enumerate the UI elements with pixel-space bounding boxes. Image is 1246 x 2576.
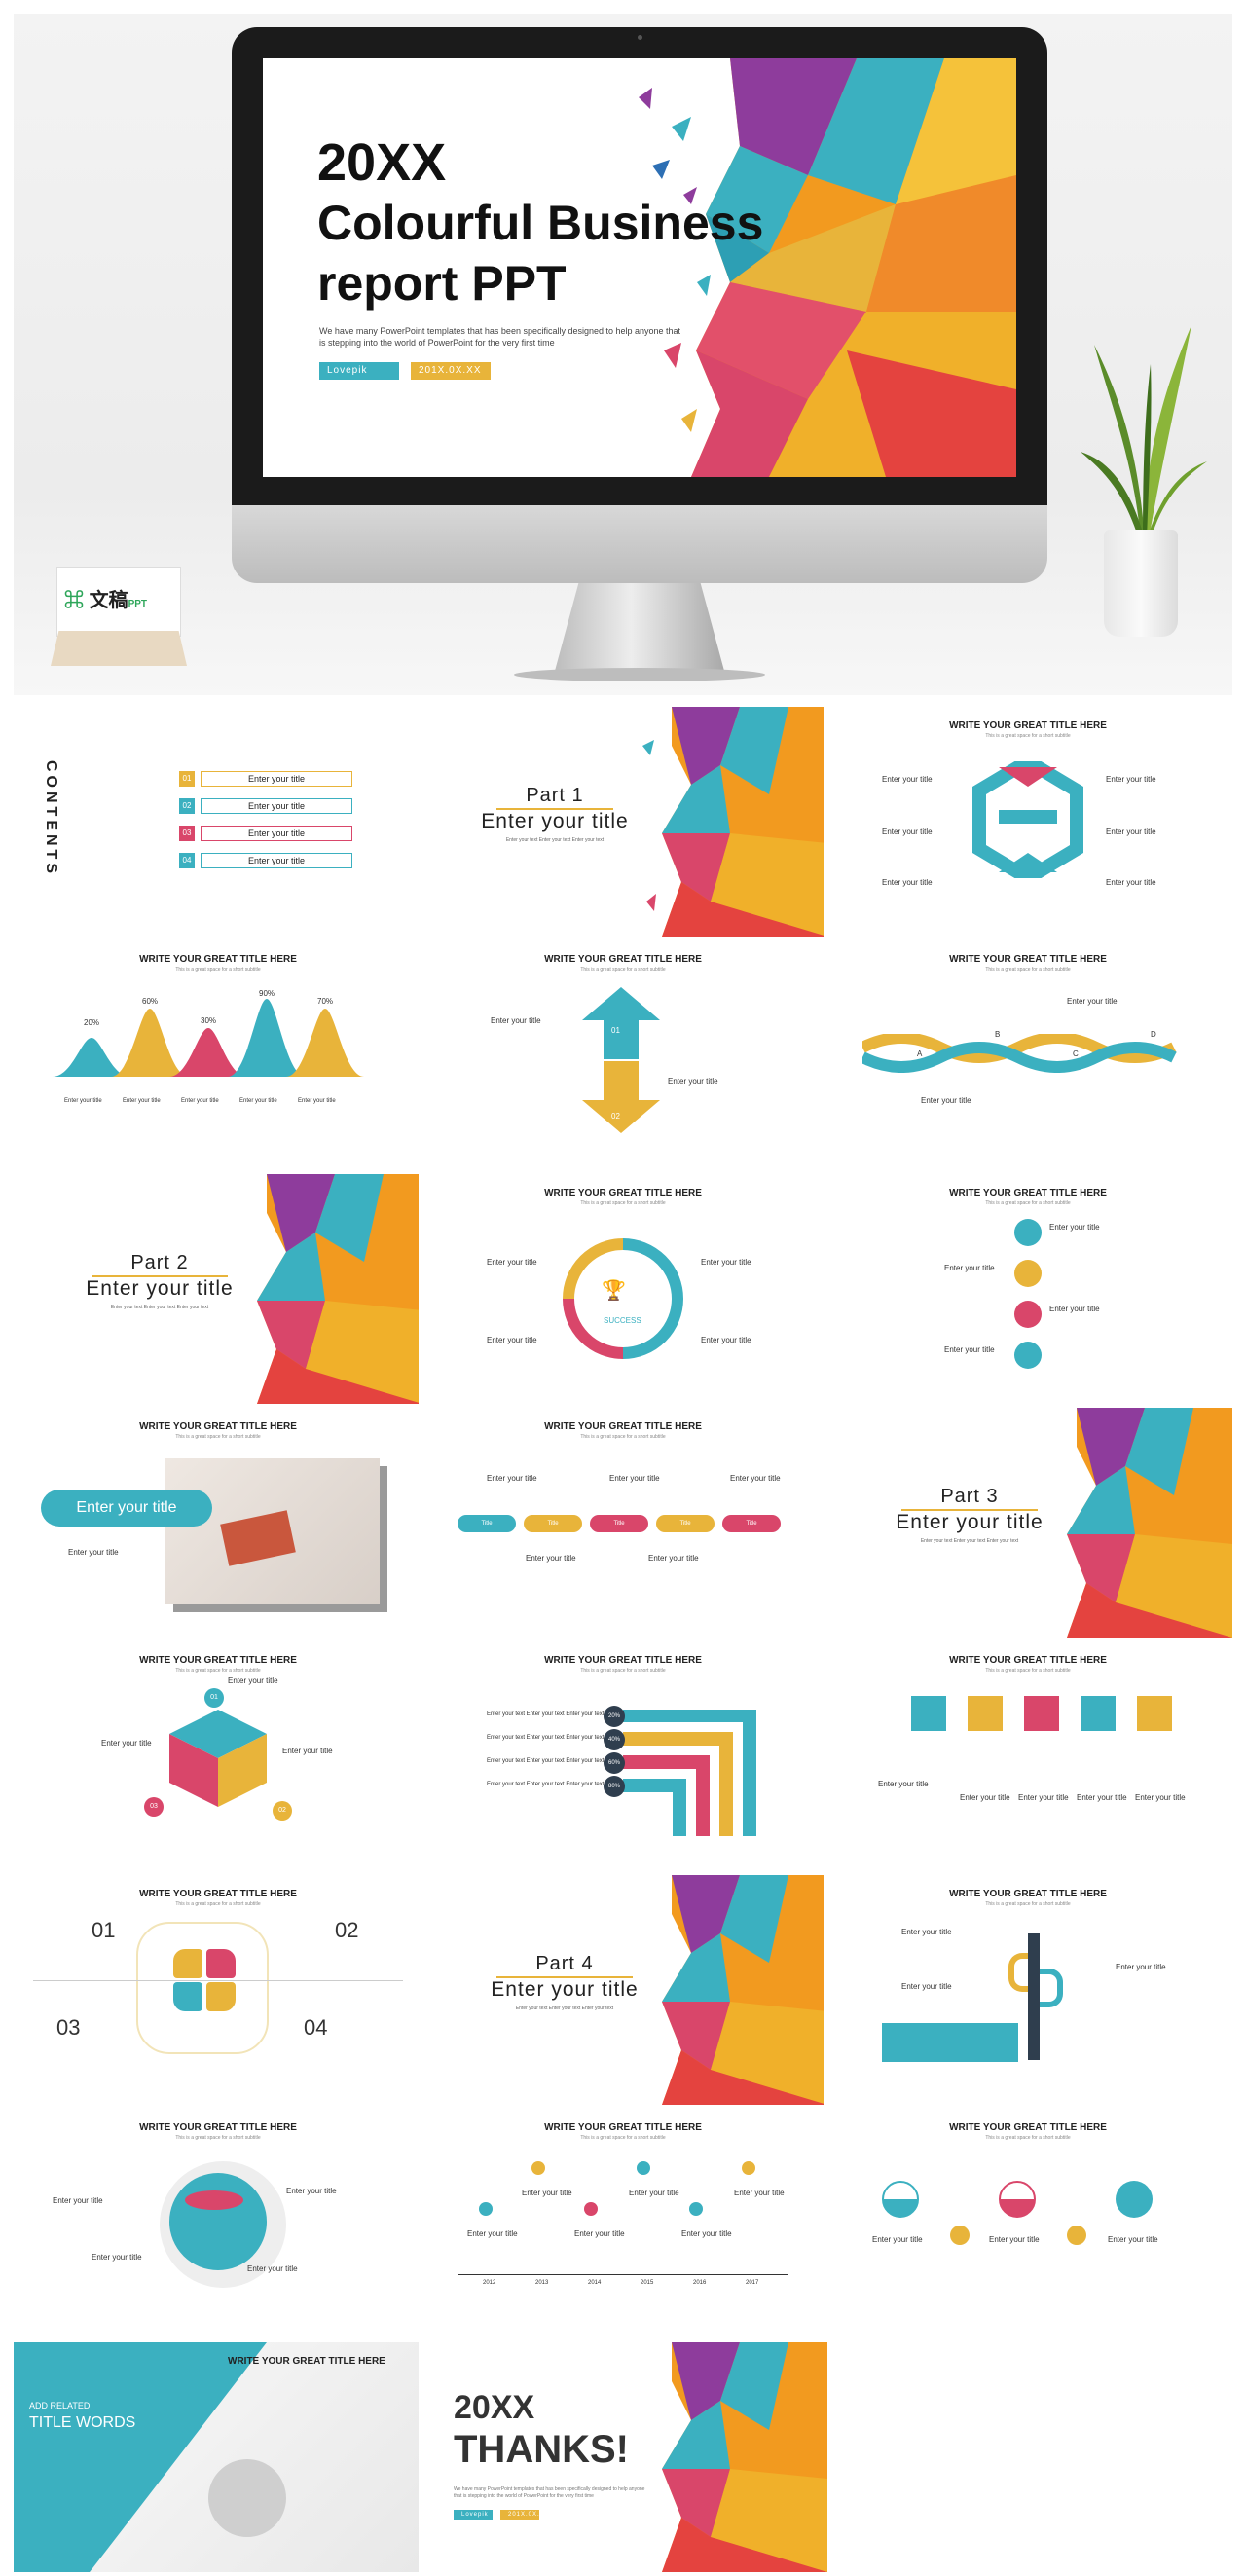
- slide-bell-chart[interactable]: WRITE YOUR GREAT TITLE HERE This is a gr…: [14, 940, 422, 1170]
- slide-circle-path[interactable]: WRITE YOUR GREAT TITLE HERE This is a gr…: [824, 2109, 1232, 2338]
- slide-photo-callout[interactable]: WRITE YOUR GREAT TITLE HERE This is a gr…: [14, 1408, 422, 1638]
- slide-wave[interactable]: WRITE YOUR GREAT TITLE HERE This is a gr…: [824, 940, 1232, 1170]
- hero-title: 20XX Colourful Business report PPT: [317, 133, 764, 311]
- slide-part-2[interactable]: Part 2 Enter your title Enter your text …: [14, 1174, 422, 1404]
- slide-globe[interactable]: WRITE YOUR GREAT TITLE HERE This is a gr…: [14, 2109, 422, 2338]
- slide-pill-timeline[interactable]: WRITE YOUR GREAT TITLE HERE This is a gr…: [419, 1408, 827, 1638]
- slide-cube[interactable]: WRITE YOUR GREAT TITLE HERE This is a gr…: [14, 1641, 422, 1871]
- contents-item: Enter your title: [201, 798, 352, 814]
- svg-text:🏆: 🏆: [602, 1278, 626, 1302]
- thanks-title: THANKS!: [454, 2428, 629, 2471]
- title-callout: Enter your title: [41, 1490, 212, 1527]
- desk-calendar: ⌘ 文稿PPT: [51, 559, 187, 672]
- camera-dot: [638, 35, 642, 40]
- part-label: Part 3: [940, 1486, 999, 1507]
- contents-item: Enter your title: [201, 826, 352, 841]
- slide-pencil[interactable]: WRITE YOUR GREAT TITLE HERE This is a gr…: [824, 1875, 1232, 2105]
- slide-stripe-arrows[interactable]: WRITE YOUR GREAT TITLE HERE This is a gr…: [419, 1641, 827, 1871]
- geometric-art: [1067, 1408, 1232, 1638]
- bell-curves: [53, 999, 364, 1077]
- plant-leaves: [1081, 325, 1207, 539]
- geometric-art: [257, 1174, 422, 1404]
- geometric-art: [662, 2342, 827, 2572]
- slide-vertical-steps[interactable]: WRITE YOUR GREAT TITLE HERE This is a gr…: [824, 1174, 1232, 1404]
- geometric-art: [642, 707, 827, 937]
- slide-part-1[interactable]: Part 1 Enter your title Enter your text …: [419, 707, 827, 937]
- slide-add-related[interactable]: WRITE YOUR GREAT TITLE HERE ADD RELATED …: [14, 2342, 422, 2572]
- stripe-arrows: [623, 1710, 756, 1836]
- part-label: Part 1: [526, 785, 584, 806]
- brand-logo: ⌘ 文稿PPT: [64, 590, 148, 611]
- leaf-icon: ⌘: [64, 590, 84, 611]
- part-title: Enter your title: [86, 1277, 234, 1300]
- cube-graphic: [169, 1710, 267, 1807]
- slide-quadrant[interactable]: WRITE YOUR GREAT TITLE HERE This is a gr…: [14, 1875, 422, 2105]
- author-tag: Lovepik: [319, 362, 399, 380]
- part-title: Enter your title: [896, 1511, 1044, 1533]
- star-diagram: [972, 761, 1083, 878]
- hero-subtitle: We have many PowerPoint templates that h…: [319, 326, 681, 348]
- slide-process-boxes[interactable]: WRITE YOUR GREAT TITLE HERE This is a gr…: [824, 1641, 1232, 1871]
- slide-star-diagram[interactable]: WRITE YOUR GREAT TITLE HERE This is a gr…: [824, 707, 1232, 937]
- globe-icon: [208, 2459, 286, 2537]
- geometric-art: [662, 1875, 827, 2105]
- monitor-stand: [555, 583, 724, 671]
- date-tag: 201X.0X.XX: [411, 362, 491, 380]
- geometric-art: [639, 58, 1016, 477]
- monitor-screen: 20XX Colourful Business report PPT We ha…: [263, 58, 1016, 477]
- part-title: Enter your title: [491, 1978, 639, 2001]
- potted-plant: [1075, 306, 1211, 676]
- slide-contents[interactable]: CONTENTS 01 Enter your title 02 Enter your…: [14, 707, 422, 937]
- slide-cycle[interactable]: WRITE YOUR GREAT TITLE HERE This is a gr…: [419, 1174, 827, 1404]
- slide-thanks[interactable]: 20XX THANKS! We have many PowerPoint tem…: [419, 2342, 827, 2572]
- part-label: Part 2: [130, 1252, 189, 1273]
- cycle-ring: 🏆: [563, 1238, 683, 1359]
- monitor-base: [514, 668, 765, 681]
- globe-icon: [169, 2173, 267, 2270]
- plant-pot: [1104, 530, 1178, 637]
- monitor-chin: [232, 505, 1047, 583]
- cycle-center-label: SUCCESS: [604, 1316, 641, 1325]
- slide-part-3[interactable]: Part 3 Enter your title Enter your text …: [824, 1408, 1232, 1638]
- slide-year-timeline[interactable]: WRITE YOUR GREAT TITLE HERE This is a gr…: [419, 2109, 827, 2338]
- part-title: Enter your title: [481, 810, 629, 832]
- slide-arrows[interactable]: WRITE YOUR GREAT TITLE HERE This is a gr…: [419, 940, 827, 1170]
- contents-item: Enter your title: [201, 771, 352, 787]
- part-label: Part 4: [535, 1953, 594, 1974]
- hero-mockup: 20XX Colourful Business report PPT We ha…: [14, 14, 1232, 695]
- updown-arrow: [582, 987, 660, 1133]
- photo-card: [165, 1458, 380, 1604]
- thanks-year: 20XX: [454, 2389, 535, 2426]
- contents-label: CONTENTS: [43, 760, 59, 877]
- slide-part-4[interactable]: Part 4 Enter your title Enter your text …: [419, 1875, 827, 2105]
- wave-band: [862, 1034, 1177, 1073]
- contents-item: Enter your title: [201, 853, 352, 868]
- card-image: [220, 1510, 296, 1566]
